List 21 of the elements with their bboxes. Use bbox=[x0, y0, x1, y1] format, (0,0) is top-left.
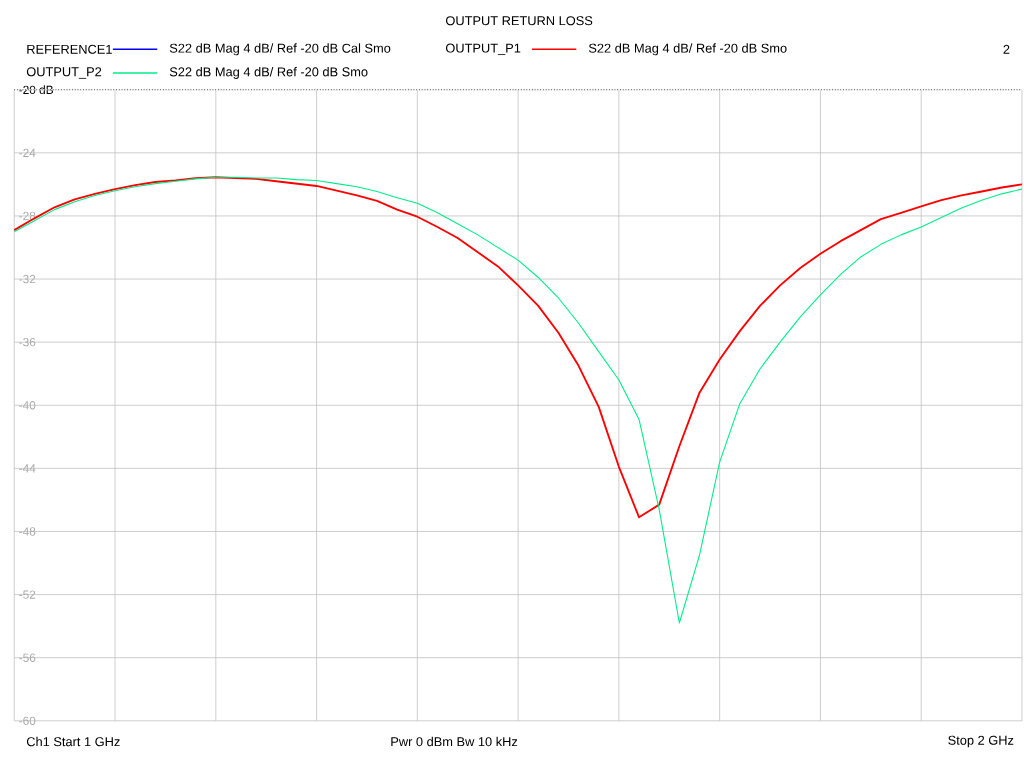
text: Ch1 Start 1 GHz bbox=[26, 736, 120, 747]
y-tick-label: -24 bbox=[19, 148, 36, 157]
text: S22 dB Mag 4 dB/ Ref -20 dB Cal Smo bbox=[169, 43, 391, 56]
text: 2 bbox=[1003, 44, 1010, 54]
text: S22 dB Mag 4 dB/ Ref -20 dB Smo bbox=[169, 66, 368, 79]
y-tick-label: -44 bbox=[19, 464, 36, 473]
legend-label: OUTPUT_P2 bbox=[26, 67, 102, 79]
y-tick-label: -40 bbox=[19, 400, 36, 410]
y-tick-label: -20 dB bbox=[19, 85, 53, 94]
chart-title: OUTPUT RETURN LOSS bbox=[446, 16, 593, 26]
legend-label: REFERENCE1 bbox=[27, 44, 112, 54]
y-tick-label: -48 bbox=[19, 527, 36, 536]
y-tick-label: -60 bbox=[19, 716, 36, 725]
y-tick-label: -32 bbox=[19, 274, 36, 284]
text: S22 dB Mag 4 dB/ Ref -20 dB Smo bbox=[588, 43, 787, 56]
text: Stop 2 GHz bbox=[948, 735, 1014, 748]
text: Pwr 0 dBm Bw 10 kHz bbox=[391, 736, 518, 747]
y-tick-label: -56 bbox=[19, 653, 36, 662]
y-tick-label: -52 bbox=[19, 590, 36, 599]
y-tick-label: -36 bbox=[19, 337, 36, 347]
legend-label: OUTPUT_P1 bbox=[445, 43, 521, 55]
